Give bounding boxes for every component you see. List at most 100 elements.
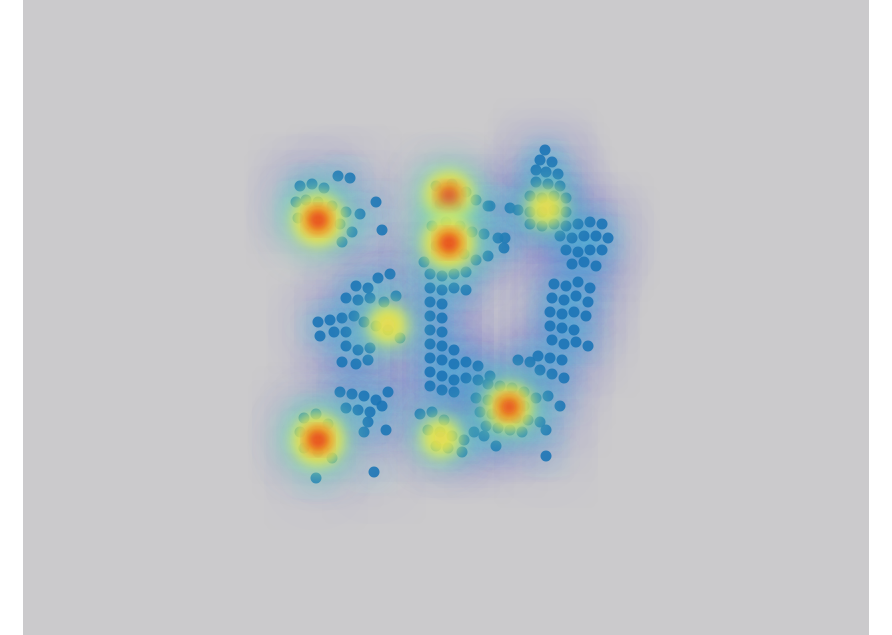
scatter-point: [556, 308, 568, 320]
scatter-point: [558, 294, 570, 306]
scatter-point: [436, 298, 448, 310]
scatter-point: [436, 326, 448, 338]
scatter-point: [436, 284, 448, 296]
scatter-point: [602, 232, 614, 244]
scatter-point: [596, 244, 608, 256]
scatter-point: [560, 280, 572, 292]
scatter-point: [380, 424, 392, 436]
scatter-point: [572, 218, 584, 230]
hotspot-core: [309, 211, 327, 229]
scatter-point: [572, 276, 584, 288]
scatter-point: [504, 202, 516, 214]
hotspot-core: [440, 234, 458, 252]
scatter-point: [556, 354, 568, 366]
scatter-point: [548, 278, 560, 290]
hotspot-inner: [380, 317, 396, 333]
scatter-point: [362, 282, 374, 294]
scatter-point: [544, 352, 556, 364]
scatter-point: [334, 386, 346, 398]
scatter-point: [560, 244, 572, 256]
scatter-point: [556, 322, 568, 334]
scatter-point: [534, 364, 546, 376]
scatter-point: [362, 354, 374, 366]
scatter-point: [324, 314, 336, 326]
scatter-point: [578, 256, 590, 268]
scatter-point: [436, 340, 448, 352]
scatter-point: [552, 168, 564, 180]
scatter-point: [350, 358, 362, 370]
scatter-point: [424, 296, 436, 308]
scatter-point: [424, 366, 436, 378]
scatter-point: [539, 144, 551, 156]
scatter-point: [540, 424, 552, 436]
scatter-point: [436, 384, 448, 396]
scatter-point: [512, 354, 524, 366]
scatter-point: [524, 356, 536, 368]
scatter-point: [566, 232, 578, 244]
scatter-point: [584, 244, 596, 256]
scatter-point: [340, 340, 352, 352]
hotspot-core: [309, 431, 327, 449]
scatter-point: [424, 324, 436, 336]
scatter-point: [558, 372, 570, 384]
scatter-point: [534, 154, 546, 166]
scatter-point: [580, 310, 592, 322]
scatter-point: [542, 390, 554, 402]
scatter-point: [532, 350, 544, 362]
scatter-point: [346, 388, 358, 400]
scatter-point: [384, 268, 396, 280]
scatter-point: [572, 246, 584, 258]
scatter-point: [336, 356, 348, 368]
scatter-point: [460, 356, 472, 368]
scatter-point: [468, 426, 480, 438]
scatter-point: [472, 374, 484, 386]
scatter-point: [376, 224, 388, 236]
scatter-point: [472, 360, 484, 372]
scatter-point: [570, 336, 582, 348]
scatter-point: [328, 326, 340, 338]
scatter-point: [436, 312, 448, 324]
scatter-point: [584, 216, 596, 228]
scatter-point: [370, 196, 382, 208]
scatter-point: [382, 386, 394, 398]
scatter-point: [558, 338, 570, 350]
scatter-point: [364, 406, 376, 418]
scatter-point: [358, 426, 370, 438]
scatter-point: [582, 296, 594, 308]
scatter-point: [350, 280, 362, 292]
hotspot-core: [500, 398, 518, 416]
scatter-point: [448, 344, 460, 356]
scatter-point: [448, 386, 460, 398]
scatter-point: [368, 466, 380, 478]
scatter-point: [492, 232, 504, 244]
scatter-point: [540, 166, 552, 178]
scatter-point: [578, 230, 590, 242]
scatter-point: [448, 282, 460, 294]
scatter-point: [352, 344, 364, 356]
scatter-point: [546, 156, 558, 168]
scatter-point: [424, 352, 436, 364]
heatmap-plot-area: [23, 0, 869, 635]
scatter-point: [590, 260, 602, 272]
scatter-point: [566, 258, 578, 270]
scatter-point: [546, 334, 558, 346]
scatter-point: [490, 440, 502, 452]
scatter-point: [568, 306, 580, 318]
scatter-point: [424, 338, 436, 350]
scatter-point: [352, 294, 364, 306]
heatmap-canvas: [270, 124, 634, 504]
scatter-point: [336, 312, 348, 324]
scatter-point: [312, 316, 324, 328]
scatter-point: [436, 370, 448, 382]
scatter-point: [460, 372, 472, 384]
scatter-point: [544, 306, 556, 318]
scatter-point: [554, 400, 566, 412]
scatter-point: [332, 170, 344, 182]
scatter-point: [540, 450, 552, 462]
scatter-point: [590, 230, 602, 242]
scatter-point: [352, 404, 364, 416]
scatter-point: [424, 310, 436, 322]
scatter-point: [436, 354, 448, 366]
scatter-point: [424, 282, 436, 294]
